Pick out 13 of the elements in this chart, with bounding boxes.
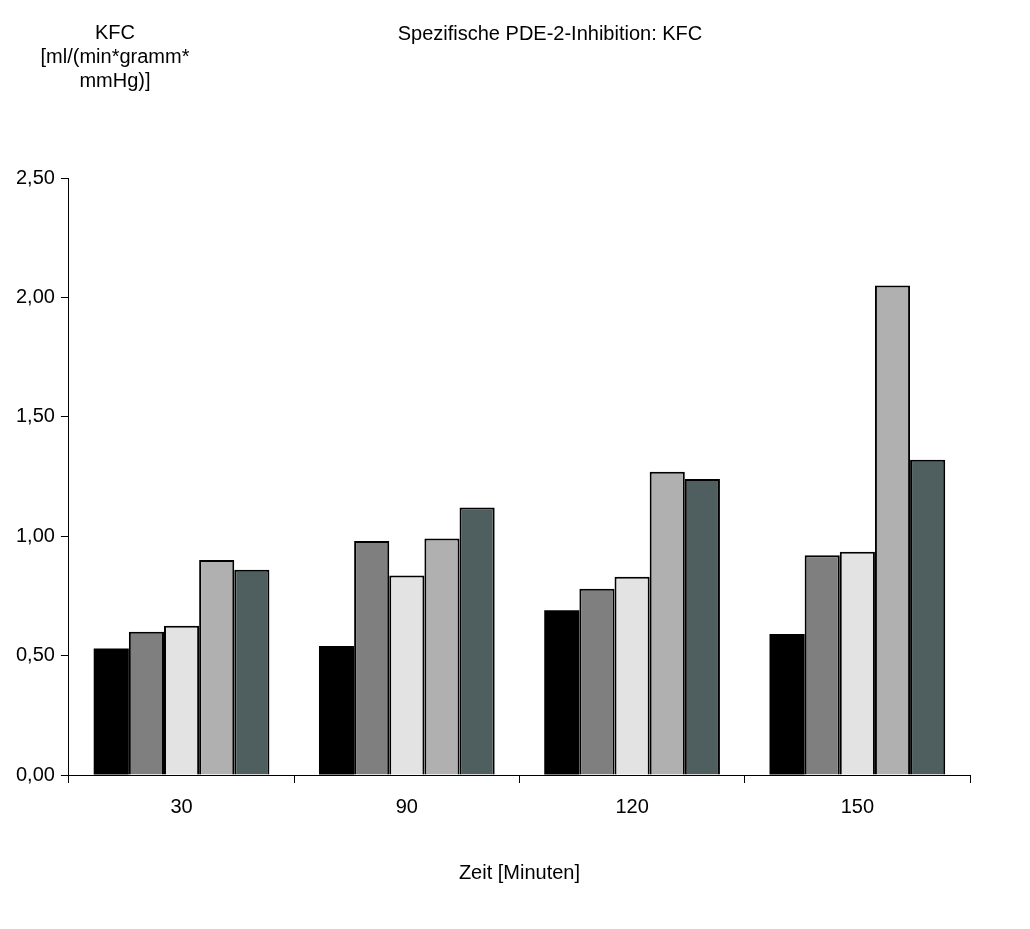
y-tick-label: 1,50: [15, 404, 55, 427]
y-tick-label: 2,00: [15, 284, 55, 307]
x-tick-label: 90: [395, 794, 418, 817]
y-tick-label: 2,50: [15, 165, 55, 188]
y-tick-label: 0,50: [15, 643, 55, 666]
chart-title: Spezifische PDE-2-Inhibition: KFC: [396, 22, 704, 45]
y-tick-label: 1,00: [15, 523, 55, 546]
y-tick-label: 0,00: [15, 762, 55, 785]
x-axis-title: Zeit [Minuten]: [458, 860, 581, 883]
x-tick-label: 150: [840, 794, 875, 817]
x-tick-label: 120: [615, 794, 649, 817]
y-axis-title: KFC [ml/(min*gramm* mmHg)]: [40, 20, 190, 92]
x-tick-label: 30: [170, 794, 193, 817]
